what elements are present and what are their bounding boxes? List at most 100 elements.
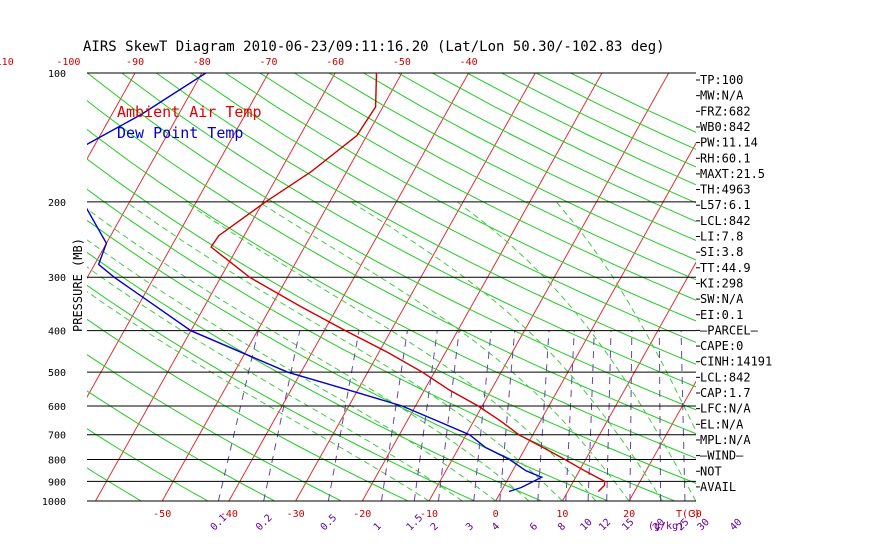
isotherm-line <box>87 73 203 279</box>
top-temp-tick-label: -50 <box>393 57 411 68</box>
isotherm-line <box>561 261 696 501</box>
moist-adiabat-line <box>87 290 430 501</box>
top-temp-tick-label: -40 <box>460 57 478 68</box>
dry-adiabat-line <box>87 219 609 501</box>
index-label: —PARCEL— <box>700 323 759 337</box>
mixing-ratio-tick-label: 3 <box>464 521 476 533</box>
pressure-tick-label: 1000 <box>42 497 66 508</box>
mixing-ratio-line <box>263 330 301 501</box>
mixing-ratio-line <box>327 330 360 501</box>
bottom-temp-tick-label: -20 <box>353 509 371 520</box>
bottom-temp-tick-label: -50 <box>153 509 171 520</box>
mixing-ratio-tick-label: 10 <box>578 517 594 533</box>
legend-ambient-air-temp: Ambient Air Temp <box>117 103 262 121</box>
isotherm-line <box>829 73 870 501</box>
pressure-tick-label: 200 <box>48 198 66 209</box>
index-label: CAP:1.7 <box>700 386 751 400</box>
bottom-temp-tick-label: 10 <box>556 509 568 520</box>
mixing-ratio-tick-label: 4 <box>490 521 502 533</box>
index-label: WB0:842 <box>700 120 751 134</box>
ambient-air-temp-line <box>210 73 606 492</box>
index-label: LI:7.8 <box>700 230 743 244</box>
index-label: SI:3.8 <box>700 245 743 259</box>
top-temp-tick-label: -100 <box>56 57 80 68</box>
isotherm-line <box>763 73 870 501</box>
mixing-ratio-tick-label: 6 <box>528 521 540 533</box>
mixing-ratio-line <box>606 330 612 501</box>
isotherm-line <box>628 380 696 501</box>
index-label: TH:4963 <box>700 183 751 197</box>
index-label: —WIND— <box>700 449 744 463</box>
index-label: MW:N/A <box>700 89 744 103</box>
index-label: AVAIL <box>700 480 736 494</box>
index-label: MPL:N/A <box>700 433 751 447</box>
top-temp-tick-label: -90 <box>126 57 144 68</box>
pressure-tick-label: 400 <box>48 327 66 338</box>
mixing-ratio-line <box>629 330 633 501</box>
dry-adiabat-line <box>156 73 696 365</box>
y-axis-label: PRESSURE (MB) <box>71 238 85 332</box>
pressure-tick-label: 300 <box>48 273 66 284</box>
dry-adiabat-line <box>259 73 696 301</box>
bottom-temp-unit: T(C) <box>676 509 700 520</box>
index-label: RH:60.1 <box>700 151 751 165</box>
dry-adiabat-line <box>397 73 696 223</box>
mixing-ratio-line <box>537 330 550 501</box>
pressure-tick-label: 100 <box>48 69 66 80</box>
index-label: KI:298 <box>700 276 743 290</box>
top-temp-tick-label: -110 <box>0 57 14 68</box>
top-temp-tick-label: -80 <box>193 57 211 68</box>
dry-adiabat-line <box>121 73 696 388</box>
isotherm-line <box>0 73 2 501</box>
mixing-ratio-line <box>680 330 686 501</box>
dry-adiabat-line <box>190 73 696 343</box>
index-label: PW:11.14 <box>700 136 758 150</box>
dry-adiabat-line <box>87 73 696 411</box>
dry-adiabat-line <box>501 73 696 168</box>
mixing-ratio-line <box>437 330 460 501</box>
isotherm-line <box>361 73 603 501</box>
index-label: FRZ:682 <box>700 104 751 118</box>
mixing-ratio-tick-label: 2 <box>429 521 441 533</box>
dry-adiabat-line <box>294 73 696 281</box>
top-temp-tick-label: -70 <box>259 57 277 68</box>
dew-point-temp-line <box>87 73 544 493</box>
dry-adiabat-line <box>328 73 696 261</box>
pressure-tick-label: 700 <box>48 431 66 442</box>
isotherm-line <box>87 73 269 399</box>
pressure-tick-label: 500 <box>48 368 66 379</box>
axis-ticks: 1002003004005006007008009001000-120-110-… <box>0 57 744 533</box>
isotherm-line <box>87 73 136 160</box>
mixing-ratio-unit: (g/kg) <box>648 521 684 532</box>
bottom-temp-tick-label: -40 <box>220 509 238 520</box>
dry-adiabat-line <box>87 467 142 501</box>
dry-adiabat-line <box>87 318 409 501</box>
mixing-ratio-tick-label: 8 <box>556 521 568 533</box>
chart-title: AIRS SkewT Diagram 2010-06-23/09:11:16.2… <box>83 39 665 55</box>
index-label: LCL:842 <box>700 370 751 384</box>
mixing-ratio-line <box>473 330 492 501</box>
mixing-ratio-line <box>658 330 662 501</box>
isotherm-line <box>228 73 470 501</box>
mixing-ratio-tick-label: 0.5 <box>319 513 340 534</box>
dry-adiabat-line <box>87 284 475 501</box>
index-label: CAPE:0 <box>700 339 743 353</box>
index-label: EL:N/A <box>700 417 744 431</box>
isotherm-line <box>428 73 670 501</box>
dry-adiabat-line <box>87 128 696 459</box>
dry-adiabat-line <box>87 354 342 501</box>
mixing-ratio-tick-label: 40 <box>728 517 744 533</box>
mixing-ratio-line <box>413 330 438 501</box>
mixing-ratio-line <box>380 330 408 501</box>
isotherm-line <box>295 73 536 501</box>
isotherm-line <box>95 73 336 501</box>
bottom-temp-tick-label: 0 <box>493 509 499 520</box>
moist-adiabat-line <box>456 201 696 501</box>
bottom-temp-tick-label: 30 <box>690 509 702 520</box>
index-label: CINH:14191 <box>700 355 772 369</box>
isobar-lines <box>87 72 696 502</box>
index-label: LFC:N/A <box>700 402 751 416</box>
moist-adiabat-line <box>87 208 530 501</box>
